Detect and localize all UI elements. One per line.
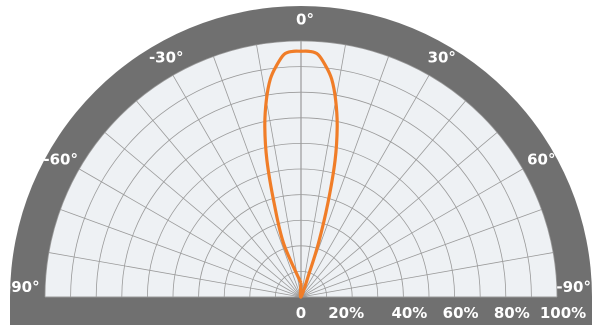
angular-gridline: [300, 132, 498, 298]
radial-label-60: 60%: [443, 304, 479, 322]
angle-label-minus60: -60°: [43, 150, 78, 168]
angular-gridline: [300, 44, 346, 298]
angular-gridline: [300, 252, 554, 298]
angle-label-60: 60°: [527, 150, 555, 168]
angular-gridline: [48, 252, 302, 298]
radial-label-40: 40%: [391, 304, 427, 322]
angle-label-minus30: -30°: [149, 49, 184, 67]
angular-gridline: [300, 168, 523, 298]
series-line: [263, 49, 339, 299]
angular-gridline: [172, 75, 302, 298]
angle-label-minus90-right: -90°: [556, 278, 591, 296]
angular-gridline: [213, 56, 302, 298]
radial-label-0: 0: [296, 304, 306, 322]
angle-label-30: 30°: [428, 49, 456, 67]
angular-gridline: [256, 44, 302, 298]
angular-gridline: [300, 100, 466, 298]
radial-label-20: 20%: [328, 304, 364, 322]
radial-label-80: 80%: [494, 304, 530, 322]
angle-label-minus90-left: -90°: [5, 278, 40, 296]
angular-gridline: [136, 100, 302, 298]
radial-label-100: 100%: [540, 304, 586, 322]
angular-gridline: [300, 209, 542, 298]
angle-label-0: 0°: [296, 11, 314, 29]
angular-gridline: [104, 132, 302, 298]
angular-gridline: [79, 168, 302, 298]
angular-gridline: [60, 209, 302, 298]
angular-gridline: [300, 75, 430, 298]
angular-gridlines: [45, 41, 557, 298]
